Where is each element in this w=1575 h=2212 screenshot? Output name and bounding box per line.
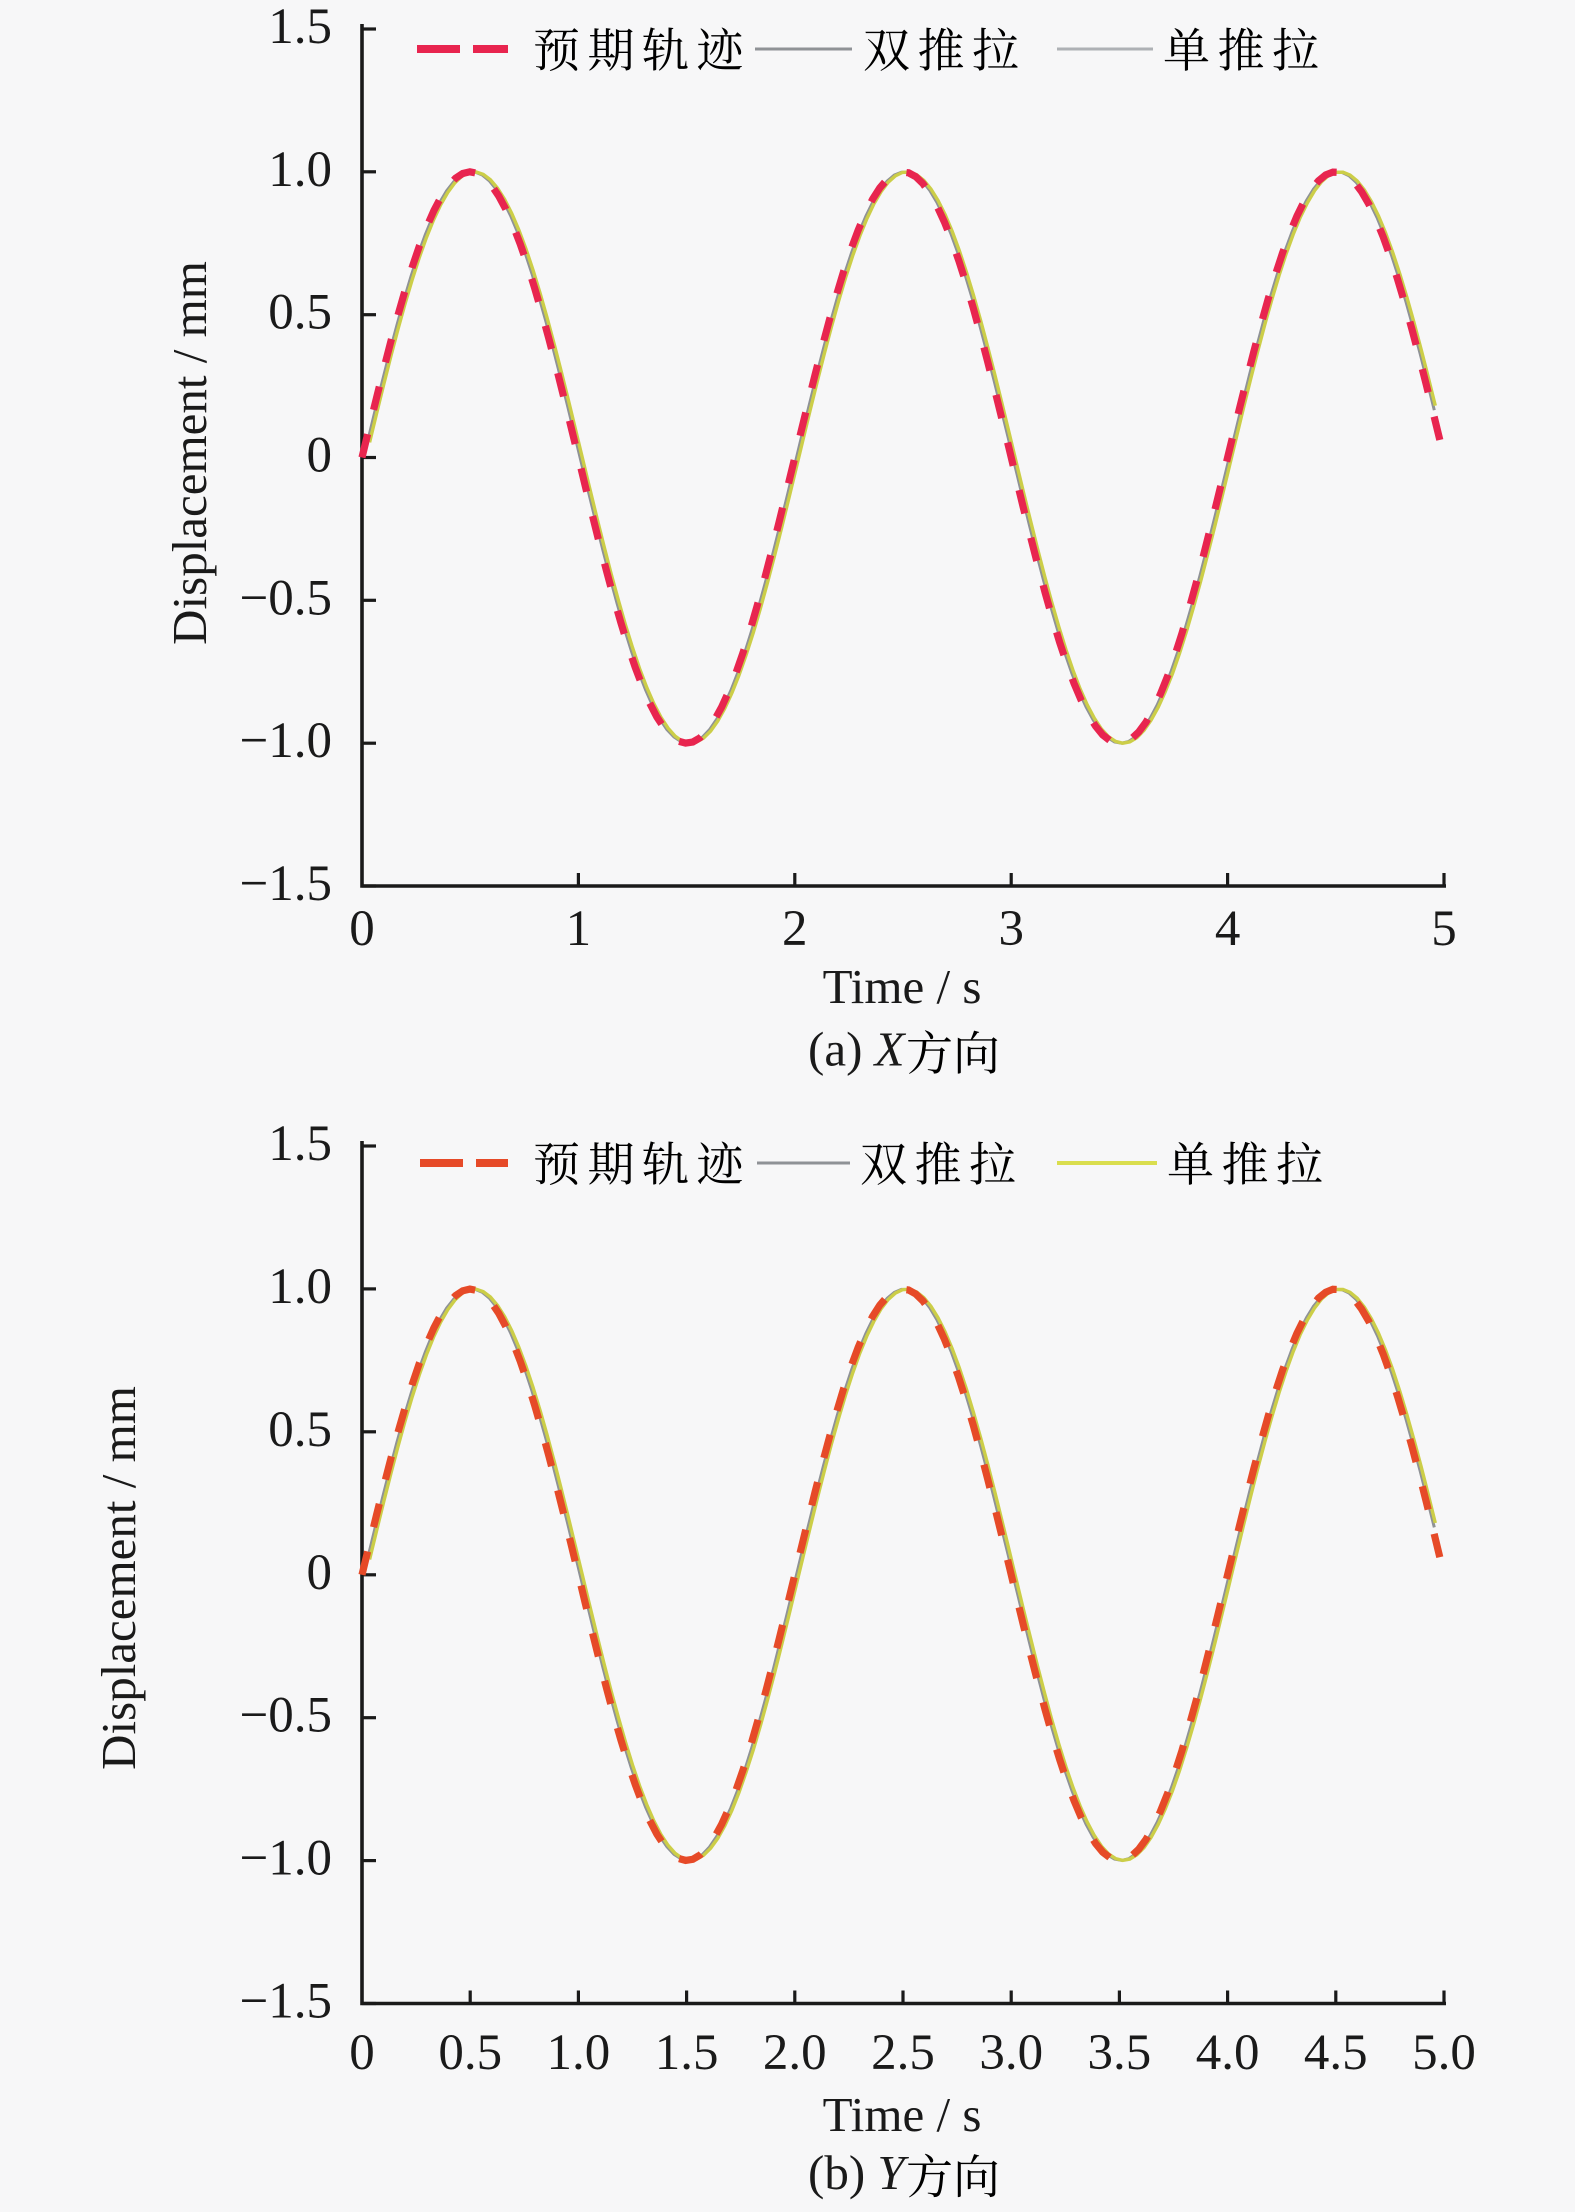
svg-text:1.0: 1.0 [547, 2025, 611, 2081]
svg-text:−1.0: −1.0 [239, 1831, 332, 1887]
svg-text:0: 0 [307, 428, 333, 484]
svg-text:1.5: 1.5 [268, 0, 332, 55]
svg-text:0.5: 0.5 [438, 2025, 502, 2081]
svg-text:−0.5: −0.5 [239, 570, 332, 626]
svg-text:0.5: 0.5 [268, 285, 332, 341]
svg-text:2.5: 2.5 [871, 2025, 935, 2081]
svg-text:1.5: 1.5 [655, 2025, 719, 2081]
svg-text:4.0: 4.0 [1196, 2025, 1260, 2081]
svg-text:4.5: 4.5 [1304, 2025, 1368, 2081]
svg-text:−1.5: −1.5 [239, 856, 332, 912]
svg-text:3.5: 3.5 [1088, 2025, 1152, 2081]
svg-text:Displacement / mm: Displacement / mm [162, 261, 217, 645]
svg-text:4: 4 [1215, 901, 1241, 957]
svg-text:2.0: 2.0 [763, 2025, 827, 2081]
svg-text:2: 2 [782, 901, 808, 957]
svg-text:0: 0 [307, 1545, 333, 1601]
svg-text:(a) X: (a) X [808, 1022, 907, 1077]
svg-text:5: 5 [1431, 901, 1457, 957]
svg-text:−1.0: −1.0 [239, 713, 332, 769]
svg-text:1: 1 [566, 901, 592, 957]
svg-text:(b) Y: (b) Y [808, 2145, 909, 2200]
svg-text:0: 0 [349, 901, 375, 957]
svg-text:Displacement / mm: Displacement / mm [91, 1386, 146, 1770]
svg-text:0: 0 [349, 2025, 375, 2081]
svg-text:3.0: 3.0 [979, 2025, 1043, 2081]
svg-text:1.5: 1.5 [268, 1116, 332, 1172]
svg-text:Time / s: Time / s [823, 2087, 982, 2142]
svg-text:−1.5: −1.5 [239, 1974, 332, 2030]
svg-text:1.0: 1.0 [268, 1259, 332, 1315]
svg-text:3: 3 [998, 901, 1024, 957]
svg-text:−0.5: −0.5 [239, 1688, 332, 1744]
svg-text:5.0: 5.0 [1412, 2025, 1476, 2081]
svg-text:1.0: 1.0 [268, 142, 332, 198]
svg-text:Time / s: Time / s [823, 959, 982, 1014]
svg-text:0.5: 0.5 [268, 1402, 332, 1458]
